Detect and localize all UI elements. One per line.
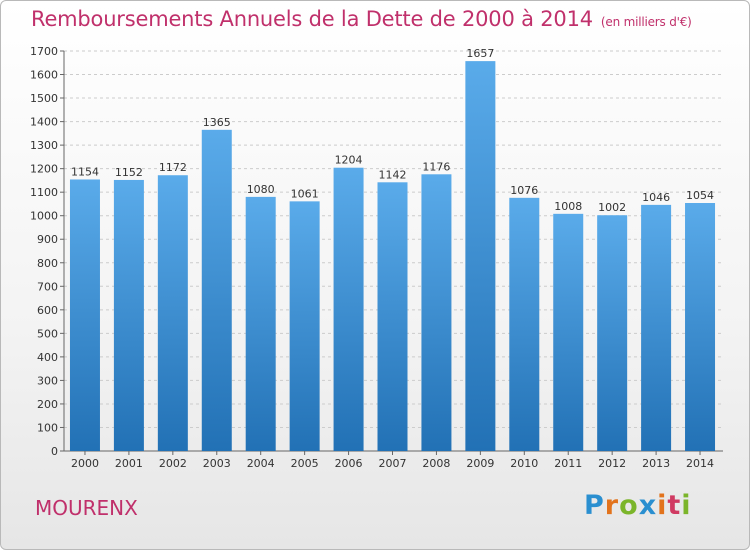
bar (597, 215, 628, 451)
x-tick-label: 2007 (379, 457, 407, 470)
bar-value-label: 1054 (686, 189, 714, 202)
bar-value-label: 1657 (466, 47, 494, 60)
bar-value-label: 1172 (159, 161, 187, 174)
y-tick-label: 1100 (30, 186, 58, 199)
y-tick-label: 200 (37, 398, 58, 411)
x-tick-label: 2008 (422, 457, 450, 470)
bar (113, 179, 144, 452)
y-tick-label: 600 (37, 304, 58, 317)
bar (509, 197, 540, 451)
chart-subtitle: (en milliers d'€) (600, 15, 692, 29)
y-tick-label: 1700 (30, 45, 58, 58)
y-tick-label: 1400 (30, 116, 58, 129)
bar (553, 213, 584, 451)
bar-value-label: 1061 (291, 187, 319, 200)
bar-value-label: 1176 (422, 160, 450, 173)
bar (69, 179, 100, 451)
bar-value-label: 1152 (115, 166, 143, 179)
labels: 0 100 200 300 400 500 600 700 800 900 1000 1100 1200… (30, 45, 714, 470)
bar (685, 203, 716, 451)
bar-value-label: 1142 (379, 168, 407, 181)
bar (333, 167, 364, 452)
x-tick-label: 2001 (115, 457, 143, 470)
x-tick-label: 2000 (71, 457, 99, 470)
y-tick-label: 1200 (30, 163, 58, 176)
city-name: MOURENX (35, 496, 138, 520)
y-tick-label: 400 (37, 351, 58, 364)
x-tick-label: 2005 (291, 457, 319, 470)
chart-title: Remboursements Annuels de la Dette de 20… (31, 7, 593, 31)
bar-value-label: 1204 (335, 154, 363, 167)
x-tick-label: 2004 (247, 457, 275, 470)
bar-value-label: 1002 (598, 201, 626, 214)
bar (465, 61, 496, 451)
y-tick-label: 800 (37, 257, 58, 270)
bar (157, 175, 188, 451)
y-tick-label: 1300 (30, 139, 58, 152)
logo-letter: o (619, 490, 639, 521)
y-tick-label: 900 (37, 233, 58, 246)
bar (201, 129, 232, 451)
x-tick-label: 2002 (159, 457, 187, 470)
y-tick-label: 1600 (30, 69, 58, 82)
bar-value-label: 1154 (71, 165, 99, 178)
bars (69, 61, 716, 452)
y-tick-label: 100 (37, 421, 58, 434)
x-tick-label: 2003 (203, 457, 231, 470)
y-tick-label: 700 (37, 280, 58, 293)
x-tick-label: 2013 (642, 457, 670, 470)
bar (421, 174, 452, 451)
bar (641, 204, 672, 451)
y-tick-label: 500 (37, 327, 58, 340)
y-tick-label: 1000 (30, 210, 58, 223)
bar-value-label: 1365 (203, 116, 231, 129)
chart-title-block: Remboursements Annuels de la Dette de 20… (31, 7, 692, 31)
bar-value-label: 1076 (510, 184, 538, 197)
x-tick-label: 2011 (554, 457, 582, 470)
logo-letter: x (638, 490, 658, 521)
x-tick-label: 2014 (686, 457, 714, 470)
logo-letter: P (584, 490, 605, 521)
logo-letter: t (667, 490, 682, 521)
bar (377, 182, 408, 451)
logo-letter: i (657, 490, 668, 521)
bar-value-label: 1046 (642, 191, 670, 204)
y-tick-label: 0 (51, 445, 58, 458)
bar-value-label: 1080 (247, 183, 275, 196)
bar-value-label: 1008 (554, 200, 582, 213)
bar (245, 196, 276, 451)
logo-letter: i (681, 490, 692, 521)
y-tick-label: 300 (37, 374, 58, 387)
x-tick-label: 2006 (335, 457, 363, 470)
logo-letter: r (604, 490, 620, 521)
x-tick-label: 2010 (510, 457, 538, 470)
bar (289, 201, 320, 451)
x-tick-label: 2012 (598, 457, 626, 470)
x-tick-label: 2009 (466, 457, 494, 470)
y-tick-label: 1500 (30, 92, 58, 105)
proxiti-logo: Proxiti (584, 490, 692, 521)
